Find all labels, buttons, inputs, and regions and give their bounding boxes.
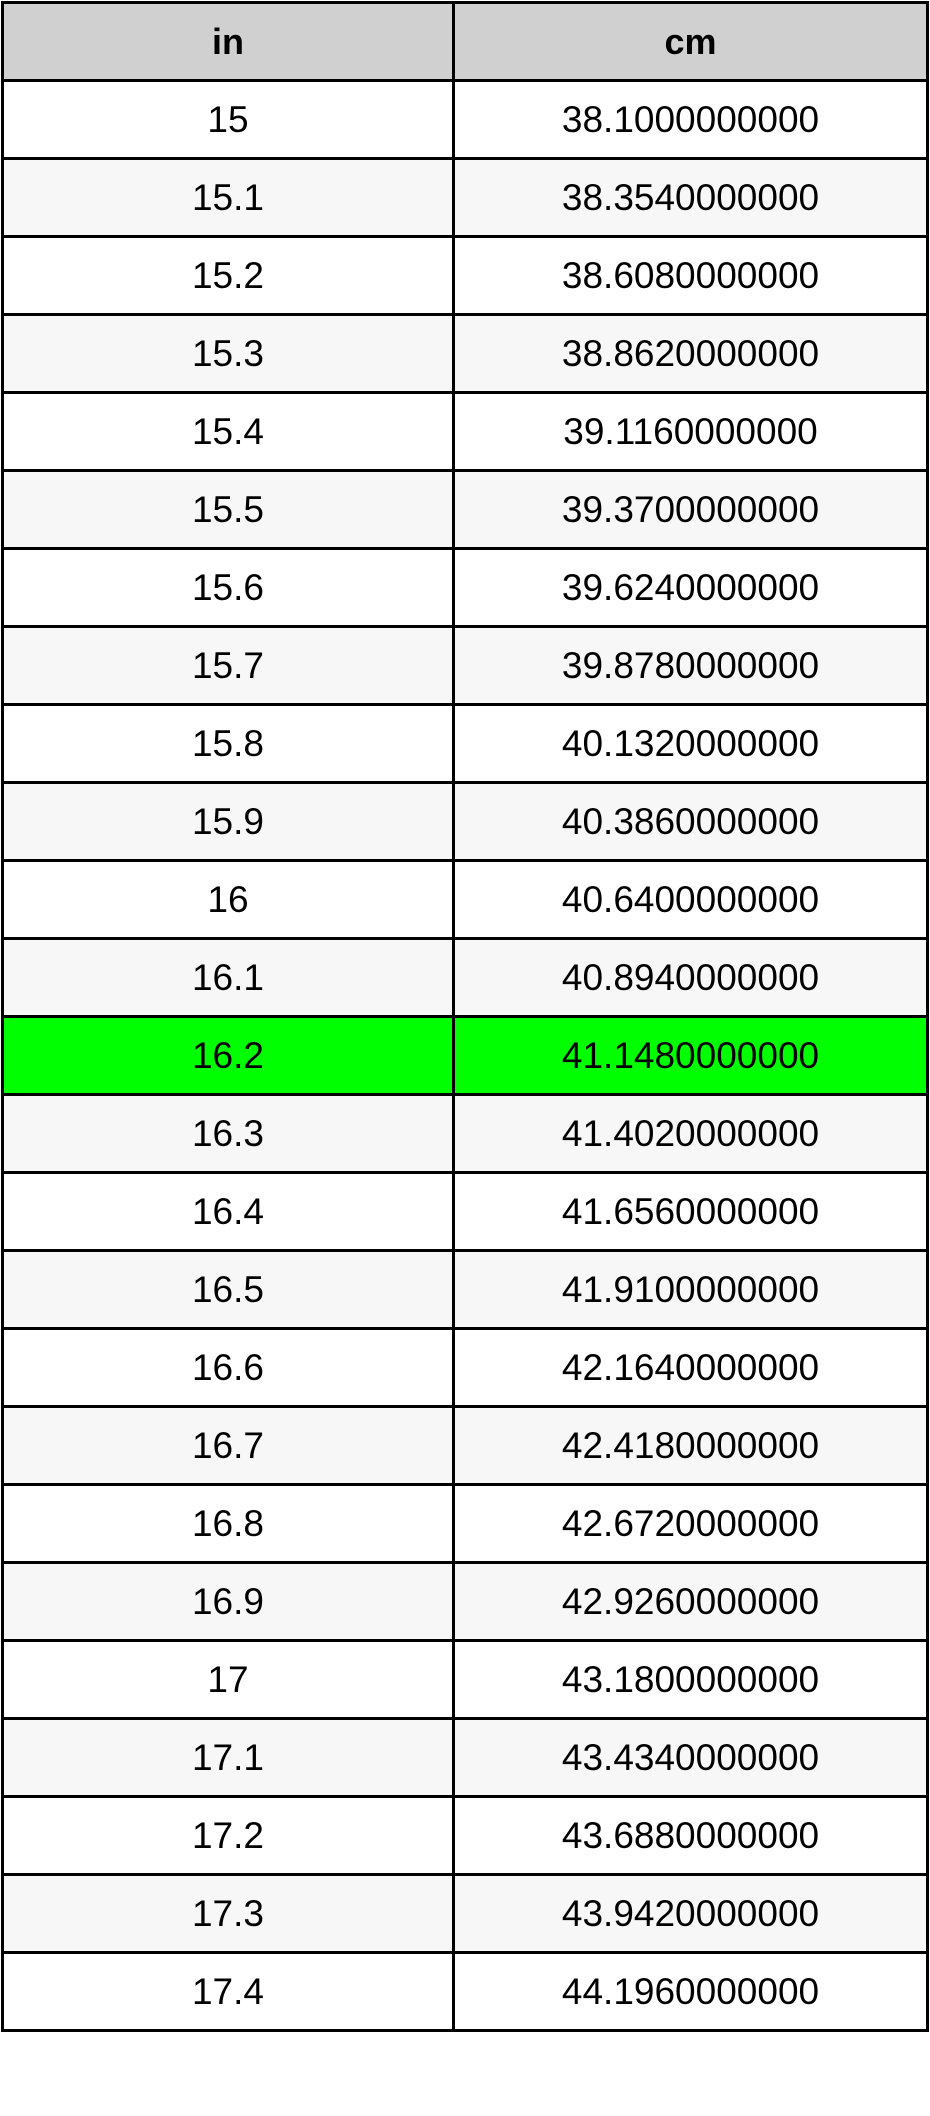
cell-in: 17.1 [1,1717,455,1798]
cell-cm: 38.6080000000 [452,235,929,316]
cell-in: 16.5 [1,1249,455,1330]
table-row: 16.7 42.4180000000 [1,1405,929,1486]
table-row: 15.5 39.3700000000 [1,469,929,550]
cell-in: 15.7 [1,625,455,706]
cell-in: 15 [1,79,455,160]
table-row: 15.4 39.1160000000 [1,391,929,472]
header-cm: cm [452,1,929,82]
table-row: 15.1 38.3540000000 [1,157,929,238]
cell-cm: 38.8620000000 [452,313,929,394]
table-row: 15.7 39.8780000000 [1,625,929,706]
cell-cm: 41.6560000000 [452,1171,929,1252]
table-row: 16.1 40.8940000000 [1,937,929,1018]
table-row: 16 40.6400000000 [1,859,929,940]
header-in: in [1,1,455,82]
table-row: 15 38.1000000000 [1,79,929,160]
cell-in: 17.4 [1,1951,455,2032]
cell-cm: 39.1160000000 [452,391,929,472]
cell-cm: 40.6400000000 [452,859,929,940]
cell-in: 15.6 [1,547,455,628]
table-row: 17.2 43.6880000000 [1,1795,929,1876]
table-row: 16.5 41.9100000000 [1,1249,929,1330]
cell-in: 16.1 [1,937,455,1018]
table-row: 16.2 41.1480000000 [1,1015,929,1096]
cell-cm: 43.9420000000 [452,1873,929,1954]
table-row: 16.9 42.9260000000 [1,1561,929,1642]
cell-in: 15.2 [1,235,455,316]
table-row: 17.1 43.4340000000 [1,1717,929,1798]
cell-in: 17 [1,1639,455,1720]
cell-in: 15.8 [1,703,455,784]
cell-in: 15.1 [1,157,455,238]
table-row: 15.2 38.6080000000 [1,235,929,316]
cell-in: 15.3 [1,313,455,394]
cell-in: 16.9 [1,1561,455,1642]
cell-cm: 42.1640000000 [452,1327,929,1408]
cell-cm: 40.3860000000 [452,781,929,862]
cell-cm: 41.9100000000 [452,1249,929,1330]
cell-in: 16.8 [1,1483,455,1564]
cell-in: 16.2 [1,1015,455,1096]
table-row: 15.3 38.8620000000 [1,313,929,394]
header-row: in cm [1,1,929,82]
cell-cm: 39.8780000000 [452,625,929,706]
cell-cm: 42.4180000000 [452,1405,929,1486]
cell-cm: 40.8940000000 [452,937,929,1018]
table-row: 16.6 42.1640000000 [1,1327,929,1408]
cell-in: 16.7 [1,1405,455,1486]
cell-cm: 40.1320000000 [452,703,929,784]
cell-cm: 38.1000000000 [452,79,929,160]
cell-cm: 42.6720000000 [452,1483,929,1564]
cell-in: 16.3 [1,1093,455,1174]
cell-cm: 39.3700000000 [452,469,929,550]
cell-in: 16.4 [1,1171,455,1252]
table-row: 16.3 41.4020000000 [1,1093,929,1174]
cell-cm: 39.6240000000 [452,547,929,628]
cell-in: 17.2 [1,1795,455,1876]
cell-cm: 43.4340000000 [452,1717,929,1798]
cell-in: 16 [1,859,455,940]
cell-cm: 38.3540000000 [452,157,929,238]
table-row: 15.9 40.3860000000 [1,781,929,862]
table-row: 17.4 44.1960000000 [1,1951,929,2032]
cell-cm: 42.9260000000 [452,1561,929,1642]
cell-in: 16.6 [1,1327,455,1408]
table-row: 15.8 40.1320000000 [1,703,929,784]
table-row: 17.3 43.9420000000 [1,1873,929,1954]
cell-cm: 43.6880000000 [452,1795,929,1876]
cell-in: 17.3 [1,1873,455,1954]
cell-in: 15.9 [1,781,455,862]
conversion-table: in cm 15 38.1000000000 15.1 38.3540000000 15… [1,1,929,2032]
table-row: 15.6 39.6240000000 [1,547,929,628]
table-row: 17 43.1800000000 [1,1639,929,1720]
cell-in: 15.4 [1,391,455,472]
cell-cm: 41.4020000000 [452,1093,929,1174]
table-row: 16.8 42.6720000000 [1,1483,929,1564]
cell-cm: 41.1480000000 [452,1015,929,1096]
cell-cm: 43.1800000000 [452,1639,929,1720]
cell-cm: 44.1960000000 [452,1951,929,2032]
table-row: 16.4 41.6560000000 [1,1171,929,1252]
cell-in: 15.5 [1,469,455,550]
